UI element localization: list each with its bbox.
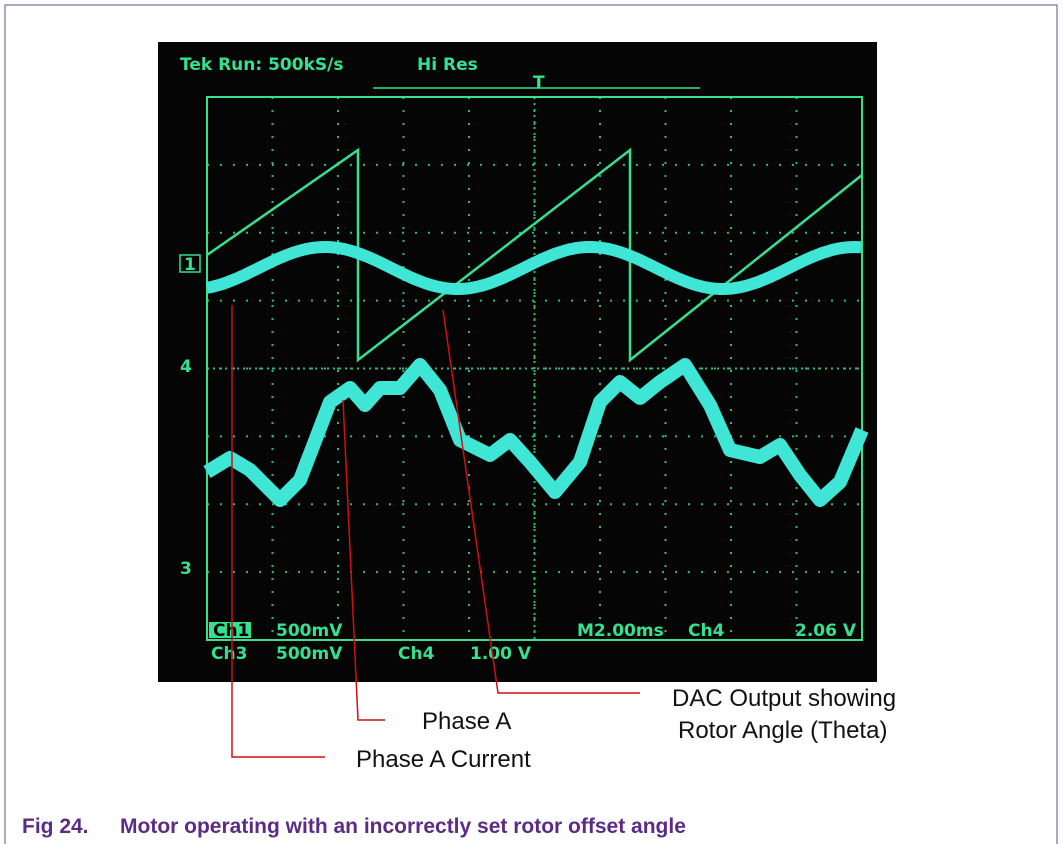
figure: Tek Run: 500kS/s Hi Res T 1 4 3 Ch1 500m… bbox=[0, 0, 1063, 844]
scope-mode: Hi Res bbox=[417, 55, 478, 75]
channel-marker: 3 bbox=[180, 559, 192, 579]
readout: 2.06 V bbox=[795, 621, 857, 641]
caption-text: Motor operating with an incorrectly set … bbox=[120, 815, 686, 838]
readout: Ch3 bbox=[211, 644, 247, 664]
readout: 500mV bbox=[276, 644, 343, 664]
annotation: Phase A Current bbox=[356, 746, 531, 773]
annotation: DAC Output showing bbox=[672, 685, 896, 712]
channel-marker: 1 bbox=[184, 255, 196, 275]
readout: Ch4 bbox=[398, 644, 435, 664]
readout: 500mV bbox=[276, 621, 343, 641]
annotation: Rotor Angle (Theta) bbox=[678, 717, 887, 744]
readout: Ch1 bbox=[213, 621, 249, 641]
channel-marker: 4 bbox=[180, 357, 192, 377]
readout: M2.00ms bbox=[577, 621, 664, 641]
readout: 1.00 V bbox=[470, 644, 532, 664]
annotation: Phase A bbox=[422, 708, 511, 735]
page: Tek Run: 500kS/s Hi Res T 1 4 3 Ch1 500m… bbox=[0, 0, 1063, 844]
readout: Ch4 bbox=[688, 621, 725, 641]
trigger-marker: T bbox=[533, 73, 545, 93]
caption-label: Fig 24. bbox=[22, 815, 89, 838]
scope-header: Tek Run: 500kS/s bbox=[180, 55, 343, 75]
scope-screen bbox=[158, 42, 877, 682]
